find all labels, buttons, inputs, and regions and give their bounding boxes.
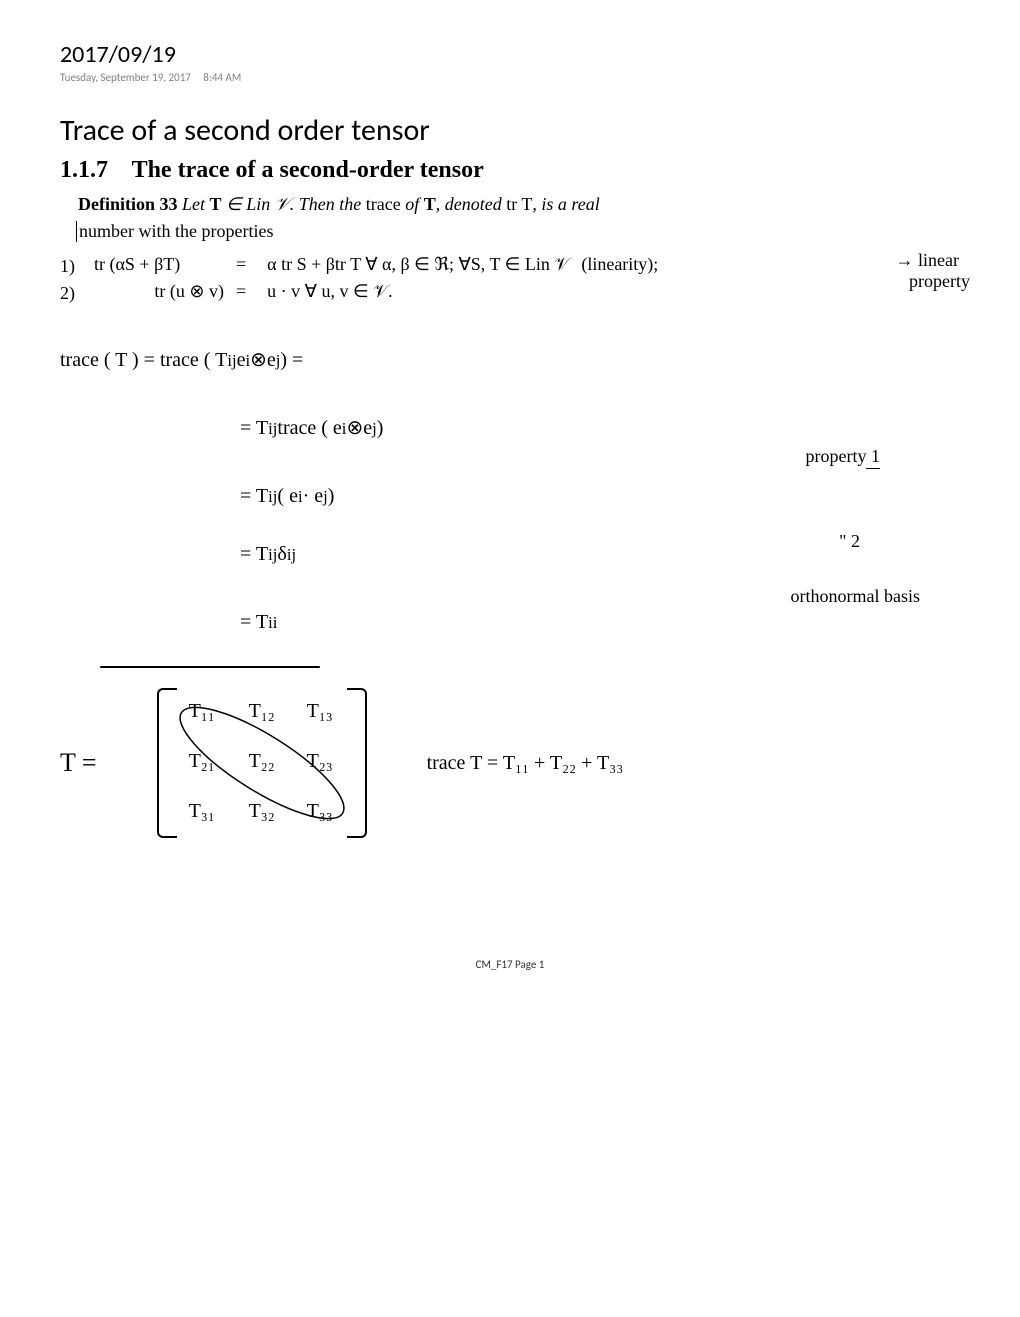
subdate-time: 8:44 AM — [203, 71, 241, 84]
def-denoted: , denoted — [436, 194, 506, 214]
cell-31: T₃₁ — [189, 800, 215, 823]
trace-statement: trace T = T₁₁ + T₂₂ + T₃₃ — [427, 752, 624, 775]
eq2-rhs: u · v ∀ u, v ∈ 𝒱. — [267, 281, 392, 302]
matrix-trace-area: T = T₁₁ T₁₂ T₁₃ T₂₁ T₂₂ T₂₃ T₃₁ T₃₂ T₃₃ … — [60, 688, 960, 838]
def-trace: trace — [366, 194, 401, 214]
definition-line1: Definition 33 Let T ∈ Lin 𝒱. Then the tr… — [78, 194, 960, 215]
hand-line-2: = Tij trace ( ei ⊗ej ) — [240, 414, 960, 442]
note-orthonormal: orthonormal basis — [791, 586, 920, 607]
def-mid: ∈ Lin 𝒱. Then the — [222, 194, 366, 214]
main-heading: Trace of a second order tensor — [60, 112, 960, 149]
sub-date: Tuesday, September 19, 2017 8:44 AM — [60, 71, 960, 84]
date-heading: 2017/09/19 — [60, 40, 960, 69]
cell-33: T₃₃ — [307, 800, 333, 823]
page-footer: CM_F17 Page 1 — [60, 958, 960, 971]
cell-22: T₂₂ — [249, 750, 275, 773]
hand-line-3: = Tij ( ei · ej ) — [240, 482, 960, 510]
def-let: Let — [182, 194, 210, 214]
definition-label: Definition 33 — [78, 194, 178, 214]
eq2-handlabel: 2) — [60, 281, 82, 306]
cell-11: T₁₁ — [189, 700, 215, 723]
eq2-lhs: tr (u ⊗ v) — [94, 281, 224, 302]
hand-line-5: = Tii — [240, 608, 960, 636]
definition-line2: number with the properties — [76, 221, 960, 242]
arrow-icon: → — [896, 250, 914, 270]
matrix-lhs: T = — [60, 748, 97, 778]
section-title: The trace of a second-order tensor — [132, 157, 484, 183]
handwritten-derivation: trace ( T ) = trace ( Tij ei ⊗ej ) = = T… — [60, 346, 960, 838]
eq1-lhs: tr (αS + βT) — [94, 254, 224, 275]
section-number: 1.1.7 — [60, 157, 108, 183]
section-heading: 1.1.7 The trace of a second-order tensor — [60, 157, 960, 184]
cell-32: T₃₂ — [249, 800, 275, 823]
cell-13: T₁₃ — [307, 700, 333, 723]
equation-2: 2) tr (u ⊗ v) = u · v ∀ u, v ∈ 𝒱. — [60, 281, 960, 306]
subdate-day: Tuesday, September 19, 2017 — [60, 71, 191, 84]
eq1-tag: (linearity); — [581, 254, 658, 275]
def-trT: tr T — [506, 194, 532, 214]
hand-separator — [100, 666, 320, 668]
cell-23: T₂₃ — [307, 750, 333, 773]
eq1-handlabel: 1) — [60, 254, 82, 279]
margin-note-linear: → linear property — [896, 250, 970, 292]
eq1-rhs: α tr S + βtr T ∀ α, β ∈ ℜ; ∀S, T ∈ Lin 𝒱 — [267, 254, 569, 275]
note-property-1: property 1 — [806, 446, 880, 467]
hand-line-1: trace ( T ) = trace ( Tij ei ⊗ej ) = — [60, 346, 960, 374]
cell-21: T₂₁ — [189, 750, 215, 773]
note-property-2: " 2 — [839, 531, 860, 552]
matrix-T: T₁₁ T₁₂ T₁₃ T₂₁ T₂₂ T₂₃ T₃₁ T₃₂ T₃₃ — [157, 688, 367, 838]
cell-12: T₁₂ — [249, 700, 275, 723]
margin-note-line2: property — [909, 271, 970, 291]
def-of: of — [401, 194, 424, 214]
equation-1: 1) tr (αS + βT) = α tr S + βtr T ∀ α, β … — [60, 254, 960, 279]
def-end: , is a real — [532, 194, 599, 214]
margin-note-line1: linear — [918, 250, 959, 270]
